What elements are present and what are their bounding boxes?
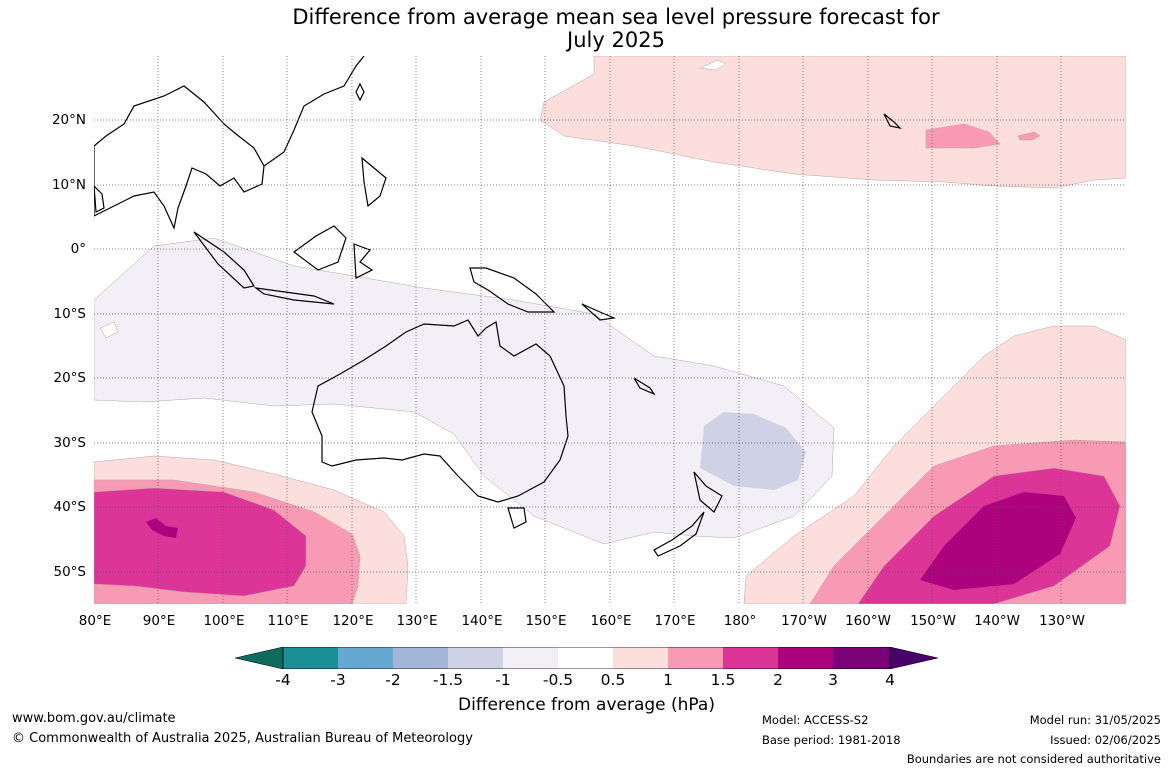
coastline-china (263, 56, 365, 167)
colorbar-tick: 4 (885, 671, 895, 689)
lon-label-140w: 140°W (974, 613, 1020, 629)
colorbar-tick: 0.5 (600, 671, 626, 689)
map-title-line-2: July 2025 (567, 28, 665, 52)
coastline-australia (311, 319, 569, 503)
lon-label-170e: 170°E (654, 613, 696, 629)
colorbar-bin-neg2-neg1-5 (393, 647, 448, 669)
colorbar-tick: 2 (773, 671, 783, 689)
colorbar-tick: -1 (495, 671, 511, 689)
colorbar-bin-1-1-5 (668, 647, 723, 669)
colorbar (235, 647, 938, 669)
footer-copyright: © Commonwealth of Australia 2025, Austra… (12, 731, 473, 746)
lon-label-120e: 120°E (332, 613, 374, 629)
coastline-new-caledonia (633, 377, 656, 396)
colorbar-tick: -3 (330, 671, 346, 689)
coastline-se-asia (94, 85, 265, 230)
lon-label-140e: 140°E (461, 613, 503, 629)
colorbar-label: Difference from average (hPa) (458, 695, 715, 715)
lon-label-100e: 100°E (203, 613, 245, 629)
colorbar-tick: -2 (385, 671, 401, 689)
coastline-new-zealand-north (693, 471, 723, 513)
anomaly-region-npac-0-5 (539, 56, 1126, 189)
colorbar-bin-1-5-2 (723, 647, 778, 669)
lat-label-0: 0° (70, 241, 86, 257)
colorbar-tick: -1.5 (432, 671, 464, 689)
lat-label-30s: 30°S (53, 435, 87, 451)
colorbar-bin-neg1-5-neg1 (448, 647, 503, 669)
coastline-solomons (581, 303, 617, 321)
colorbar-extend-low (235, 647, 284, 669)
coastline-new-guinea (469, 267, 556, 313)
footer-url: www.bom.gov.au/climate (12, 711, 176, 726)
colorbar-tick: 3 (828, 671, 838, 689)
lon-label-110e: 110°E (267, 613, 309, 629)
footer-base-period: Base period: 1981-2018 (762, 733, 901, 747)
coastline-java (253, 287, 335, 305)
graticule (94, 56, 1126, 604)
colorbar-tick: -4 (275, 671, 291, 689)
anomaly-region-npac-1 (925, 123, 1001, 149)
lat-label-20n: 20°N (51, 112, 86, 128)
lon-label-150e: 150°E (525, 613, 567, 629)
footer-issued: Issued: 02/06/2025 (1050, 733, 1161, 747)
coastline-new-zealand-south (653, 511, 705, 557)
anomaly-region-sw-2 (146, 518, 178, 538)
footer-model-run: Model run: 31/05/2025 (1029, 713, 1161, 727)
white-hole-aus (99, 321, 119, 339)
lon-label-80e: 80°E (78, 613, 112, 629)
lat-label-10n: 10°N (51, 177, 86, 193)
colorbar-bin-3-4 (833, 647, 890, 669)
anomaly-region-sw-1-5 (94, 487, 307, 597)
coastline-tasmania (507, 507, 527, 529)
lon-label-180: 180° (723, 613, 757, 629)
anomaly-fill-layer (94, 56, 1126, 604)
lon-label-170w: 170°W (781, 613, 827, 629)
lon-label-150w: 150°W (910, 613, 956, 629)
anomaly-region-se-2 (920, 492, 1076, 590)
lon-label-130w: 130°W (1039, 613, 1085, 629)
colorbar-bin-neg3-neg2 (338, 647, 393, 669)
lon-label-160w: 160°W (845, 613, 891, 629)
pressure-anomaly-map (94, 56, 1126, 604)
colorbar-tick: 1 (663, 671, 673, 689)
footer-disclaimer: Boundaries are not considered authoritat… (906, 752, 1161, 766)
coastline-philippines (361, 156, 387, 208)
coastline-sulawesi (353, 243, 374, 279)
coastline-layer (94, 56, 902, 557)
map-title-line-1: Difference from average mean sea level p… (292, 5, 940, 29)
anomaly-region-tasman-neg-1 (700, 412, 806, 490)
anomaly-region-npac-1b (1017, 131, 1041, 141)
lat-label-20s: 20°S (53, 370, 87, 386)
lat-label-40s: 40°S (53, 499, 87, 515)
colorbar-tick: 1.5 (710, 671, 736, 689)
coastline-sri-lanka (94, 185, 105, 213)
coastline-taiwan (355, 82, 365, 102)
footer-model: Model: ACCESS-S2 (762, 713, 869, 727)
coastline-sumatra (193, 231, 255, 289)
colorbar-extend-high (889, 647, 938, 669)
colorbar-bin-neg1-neg0-5 (503, 647, 558, 669)
colorbar-bin-0-5-1 (613, 647, 668, 669)
lon-label-90e: 90°E (142, 613, 176, 629)
lon-label-160e: 160°E (590, 613, 632, 629)
coastline-borneo (292, 225, 347, 271)
lat-label-10s: 10°S (53, 306, 87, 322)
lon-label-130e: 130°E (396, 613, 438, 629)
coastline-hawaii (883, 113, 902, 129)
lat-label-50s: 50°S (53, 564, 87, 580)
colorbar-bin-neg0-5-0-5 (558, 647, 613, 669)
colorbar-bin-2-3 (778, 647, 833, 669)
colorbar-tick: -0.5 (542, 671, 574, 689)
white-hole-npac (699, 59, 727, 71)
colorbar-bin-neg4-neg3 (283, 647, 338, 669)
